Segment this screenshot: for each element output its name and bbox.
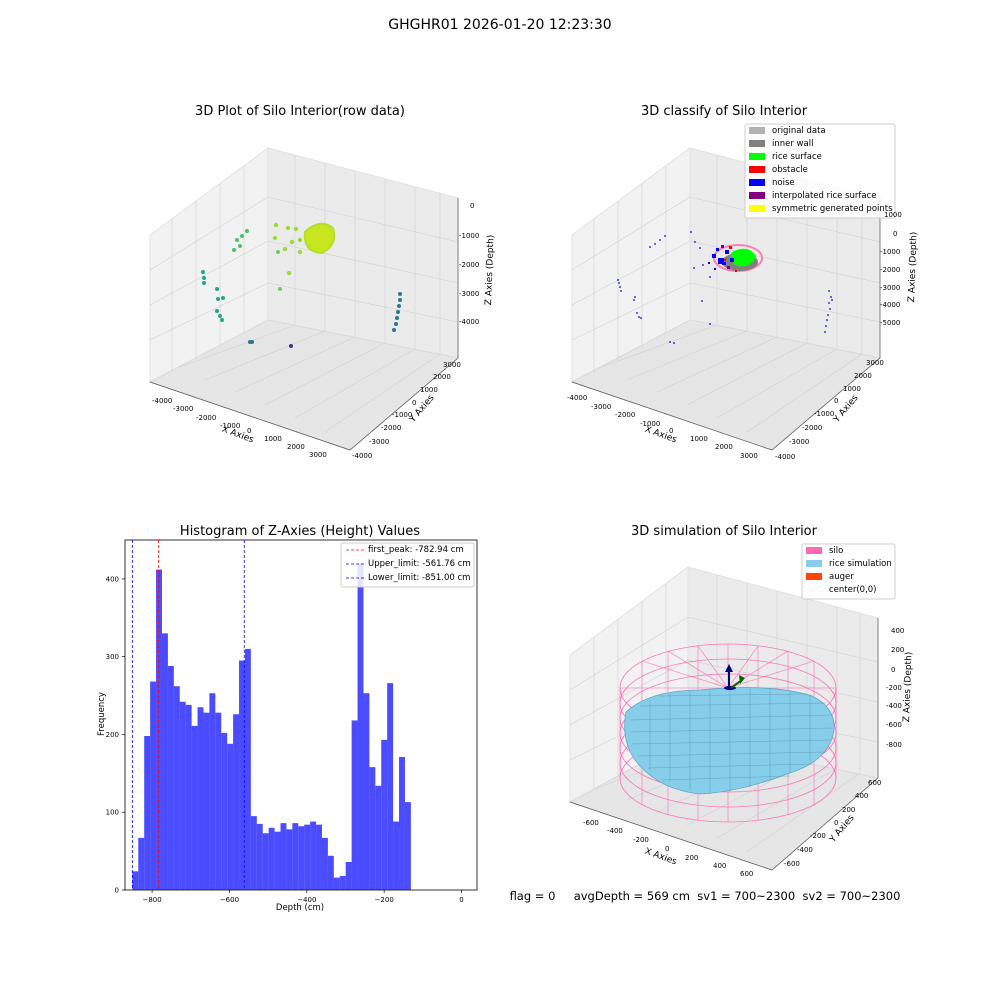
classify-plot-title: 3D classify of Silo Interior	[640, 104, 808, 119]
classify-legend-swatch	[749, 127, 765, 134]
raw-3d-axes	[148, 147, 460, 451]
histogram-bar	[327, 855, 334, 890]
figure-suptitle: GHGHR01 2026-01-20 12:23:30	[388, 17, 612, 33]
histogram-bar	[339, 876, 346, 890]
sv1-text: sv1 = 700~2300	[697, 889, 796, 903]
histogram-bar	[310, 821, 317, 890]
histogram-bar	[292, 823, 299, 890]
raw-3d-points	[201, 222, 402, 348]
histogram-bar	[132, 871, 139, 890]
histogram-bar	[138, 837, 145, 890]
histogram-xtick-label: −200	[375, 896, 394, 904]
histogram-bar	[351, 720, 358, 890]
histogram-bar	[404, 802, 411, 890]
histogram-bar	[363, 693, 370, 890]
simulation-legend	[801, 543, 896, 600]
histogram-bar	[244, 648, 251, 890]
histogram-bar	[393, 821, 400, 890]
histogram-ytick-label: 400	[106, 575, 119, 583]
classify-legend-swatch	[749, 192, 765, 199]
histogram-bar	[239, 660, 245, 890]
sim-legend-swatch	[806, 560, 822, 567]
flag-text: flag = 0	[509, 889, 556, 903]
histogram-bar	[203, 712, 210, 890]
histogram-xtick-label: 0	[459, 896, 463, 904]
histogram-bar	[286, 829, 293, 890]
histogram-bar	[333, 877, 340, 890]
histogram-bar	[387, 683, 394, 890]
histogram-bar	[233, 714, 240, 890]
classify-legend-swatch	[749, 140, 765, 147]
classify-legend-swatch	[749, 179, 765, 186]
histogram-bar	[345, 862, 352, 890]
classify-3d-points	[617, 231, 833, 344]
sim-legend-swatch	[806, 547, 822, 554]
sv2-text: sv2 = 700~2300	[802, 889, 901, 903]
histogram-xtick-label: −600	[220, 896, 239, 904]
histogram-bar	[274, 831, 281, 890]
simulation-plot-title: 3D simulation of Silo Interior	[631, 524, 817, 539]
classify-legend-swatch	[749, 166, 765, 173]
histogram-bar	[150, 681, 157, 890]
status-info-line: flag = 0 avgDepth = 569 cm sv1 = 700~230…	[505, 889, 905, 903]
histogram-ytick-label: 100	[106, 809, 119, 817]
histogram-xtick-label: −400	[297, 896, 316, 904]
histogram-bar	[381, 739, 388, 890]
histogram-bar	[256, 823, 263, 890]
histogram-bar	[357, 563, 364, 890]
histogram-bar	[399, 757, 405, 890]
histogram-bar	[209, 693, 216, 890]
histogram-bar	[215, 712, 222, 890]
histogram-legend	[340, 542, 475, 588]
sim-legend-swatch	[806, 573, 822, 580]
histogram-ytick-label: 0	[115, 887, 119, 895]
auger	[724, 664, 745, 690]
histogram-bar	[173, 686, 180, 890]
histogram-ytick-label: 200	[106, 731, 119, 739]
histogram-bar	[161, 633, 168, 890]
histogram-bar	[280, 823, 287, 890]
histogram-bar	[262, 833, 269, 890]
avg-depth-text: avgDepth = 569 cm	[573, 889, 690, 903]
histogram-bar	[179, 701, 186, 890]
histogram-bar	[375, 785, 382, 890]
histogram-bar	[191, 725, 198, 890]
histogram-xtick-label: −800	[142, 896, 161, 904]
histogram-bar	[321, 837, 328, 890]
histogram-ytick-label: 300	[106, 653, 119, 661]
raw-plot-title: 3D Plot of Silo Interior(row data)	[195, 104, 405, 119]
histogram-bar	[156, 569, 162, 890]
histogram-bar	[268, 827, 275, 890]
histogram-bar	[227, 743, 234, 890]
sim-legend-swatch	[806, 586, 822, 593]
classify-legend-swatch	[749, 205, 765, 212]
classify-legend-swatch	[749, 153, 765, 160]
histogram-bar	[298, 826, 305, 890]
histogram-bar	[221, 732, 228, 890]
histogram-bar	[304, 824, 311, 890]
classify-legend	[744, 123, 896, 219]
histogram-bar	[197, 707, 204, 890]
rice-simulation-surface	[624, 687, 835, 795]
histogram-bar	[185, 704, 192, 890]
histogram-bar	[316, 824, 322, 890]
histogram-title: Histogram of Z-Axies (Height) Values	[179, 524, 421, 539]
histogram-bar	[144, 736, 151, 890]
histogram-bar	[250, 816, 257, 890]
histogram-bar	[167, 666, 174, 890]
histogram-bar	[369, 767, 376, 890]
